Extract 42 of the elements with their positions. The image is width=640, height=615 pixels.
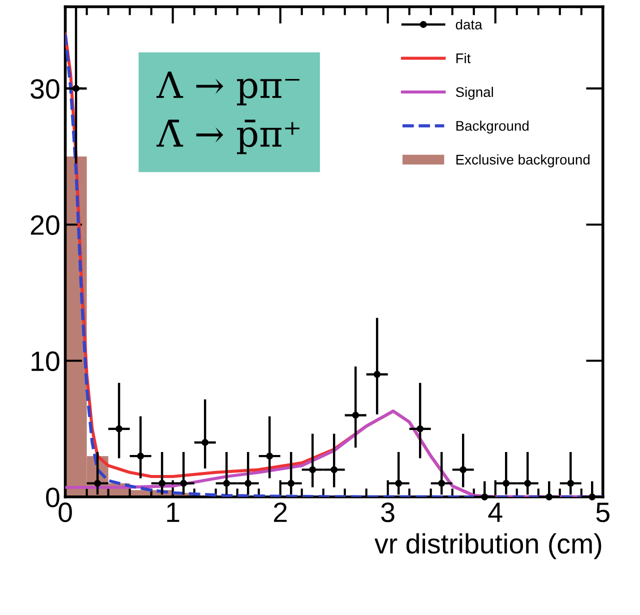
- y-tick-label: 30: [30, 79, 60, 99]
- legend-label: Signal: [456, 86, 493, 100]
- legend-label: Background: [456, 120, 529, 134]
- point: [395, 480, 402, 487]
- x-tick-label: 2: [274, 502, 287, 522]
- point: [72, 84, 80, 92]
- point: [524, 480, 532, 487]
- legend-label: Fit: [456, 53, 471, 64]
- point: [202, 438, 209, 446]
- point: [416, 425, 424, 432]
- x-tick-label: 0: [58, 502, 72, 522]
- point: [588, 493, 596, 500]
- y-tick-label: 0: [46, 488, 60, 508]
- point: [180, 480, 188, 487]
- x-tick-label: 1: [167, 502, 180, 522]
- x-tick-label: 3: [381, 502, 394, 522]
- y-tick-label: 10: [32, 351, 60, 372]
- point: [309, 466, 316, 474]
- point: [374, 370, 381, 378]
- annotation: Λ → pπ⁻ Λ̄ → p̄π⁺: [156, 72, 300, 154]
- point: [94, 480, 102, 487]
- point: [481, 493, 488, 500]
- x-tick-label: 4: [488, 502, 502, 522]
- point: [288, 480, 295, 487]
- point: [330, 466, 338, 474]
- point: [352, 412, 360, 419]
- point: [502, 480, 510, 487]
- point: [266, 452, 274, 460]
- legend-label: data: [456, 19, 482, 30]
- y-tick-label: 20: [30, 215, 60, 235]
- point: [223, 480, 230, 487]
- point: [244, 480, 252, 487]
- x-tick-label: 5: [596, 502, 610, 522]
- point: [567, 480, 574, 487]
- point: [116, 425, 123, 432]
- point: [438, 480, 446, 487]
- point: [158, 480, 166, 487]
- legend-label: Exclusive background: [456, 154, 590, 168]
- point: [137, 452, 144, 460]
- point: [460, 466, 467, 474]
- point: [546, 493, 553, 500]
- x-axis-title: vr distribution (cm): [374, 533, 602, 560]
